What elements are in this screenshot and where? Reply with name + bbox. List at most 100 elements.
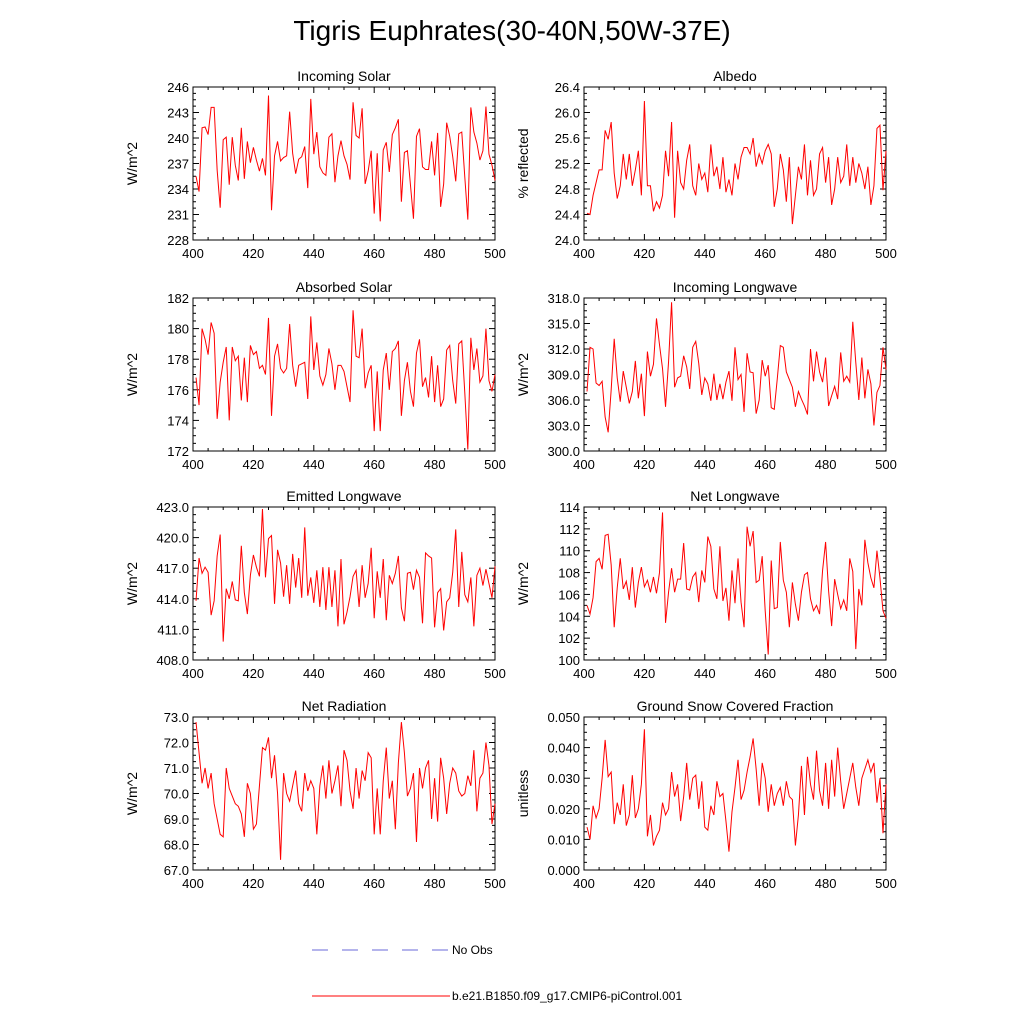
y-tick-label: 228	[167, 233, 189, 248]
y-tick-label: 71.0	[164, 761, 189, 776]
y-tick-label: 102	[558, 631, 580, 646]
x-tick-label: 440	[694, 876, 716, 891]
y-tick-label: 24.4	[555, 208, 580, 223]
y-tick-label: 104	[558, 609, 580, 624]
y-tick-label: 172	[167, 444, 189, 459]
x-tick-label: 460	[754, 666, 776, 681]
y-axis-label: W/m^2	[515, 353, 531, 396]
series-line	[586, 302, 887, 433]
panel-title: Net Longwave	[690, 488, 780, 504]
y-tick-label: 69.0	[164, 812, 189, 827]
panel-5: Net Longwave 400 420 440 460 480 500 100 102 104 1…	[515, 488, 897, 681]
x-tick-label: 420	[634, 246, 656, 261]
x-tick-label: 480	[424, 246, 446, 261]
panel-7: Ground Snow Covered Fraction 400 420 440 460…	[515, 698, 897, 891]
y-tick-label: 0.030	[547, 771, 580, 786]
x-tick-label: 500	[484, 457, 506, 472]
x-tick-label: 400	[182, 246, 204, 261]
panel-title: Absorbed Solar	[296, 279, 393, 295]
x-tick-label: 440	[694, 666, 716, 681]
series-line	[195, 95, 496, 222]
plot-frame	[192, 297, 496, 452]
y-tick-label: 306.0	[547, 393, 580, 408]
panel-title: Emitted Longwave	[286, 488, 401, 504]
y-tick-label: 408.0	[156, 653, 189, 668]
y-tick-label: 24.8	[555, 182, 580, 197]
x-tick-label: 480	[815, 246, 837, 261]
y-tick-label: 24.0	[555, 233, 580, 248]
panel-2: Absorbed Solar 400 420 440 460 480 500 172 174 17…	[124, 279, 506, 472]
panel-6: Net Radiation 400 420 440 460 480 500 67.0 68.0 6…	[124, 698, 506, 891]
x-tick-label: 500	[875, 666, 897, 681]
y-axis-label: unitless	[515, 770, 531, 817]
y-tick-label: 231	[167, 208, 189, 223]
x-tick-label: 400	[573, 246, 595, 261]
x-tick-label: 480	[424, 457, 446, 472]
y-tick-label: 182	[167, 291, 189, 306]
y-tick-label: 25.6	[555, 131, 580, 146]
y-tick-label: 70.0	[164, 787, 189, 802]
x-tick-label: 460	[754, 876, 776, 891]
x-tick-label: 500	[875, 246, 897, 261]
plot-frame	[583, 716, 887, 871]
plot-frame	[192, 716, 496, 871]
x-tick-label: 400	[182, 457, 204, 472]
y-tick-label: 176	[167, 383, 189, 398]
x-tick-label: 500	[875, 876, 897, 891]
y-tick-label: 240	[167, 131, 189, 146]
y-tick-label: 318.0	[547, 291, 580, 306]
y-tick-label: 180	[167, 322, 189, 337]
legend-no-obs-label: No Obs	[452, 943, 493, 957]
panel-title: Net Radiation	[302, 698, 387, 714]
y-tick-label: 303.0	[547, 419, 580, 434]
y-tick-label: 72.0	[164, 736, 189, 751]
x-tick-label: 440	[303, 666, 325, 681]
y-tick-label: 67.0	[164, 863, 189, 878]
series-line	[586, 512, 887, 655]
x-tick-label: 440	[303, 457, 325, 472]
y-axis-label: W/m^2	[124, 142, 140, 185]
legend-model-label: b.e21.B1850.f09_g17.CMIP6-piControl.001	[452, 989, 682, 1003]
y-tick-label: 234	[167, 182, 189, 197]
x-tick-label: 500	[484, 876, 506, 891]
y-tick-label: 25.2	[555, 157, 580, 172]
legend: No Obs b.e21.B1850.f09_g17.CMIP6-piContr…	[312, 943, 682, 1003]
y-tick-label: 414.0	[156, 592, 189, 607]
y-tick-label: 0.010	[547, 832, 580, 847]
y-tick-label: 174	[167, 413, 189, 428]
panel-title: Ground Snow Covered Fraction	[637, 698, 834, 714]
y-tick-label: 300.0	[547, 444, 580, 459]
figure-title: Tigris Euphrates(30-40N,50W-37E)	[293, 15, 730, 46]
plot-frame	[583, 297, 887, 452]
series-line	[195, 509, 496, 642]
y-tick-label: 108	[558, 566, 580, 581]
y-tick-label: 68.0	[164, 838, 189, 853]
x-tick-label: 400	[182, 876, 204, 891]
y-tick-label: 0.020	[547, 802, 580, 817]
y-axis-label: W/m^2	[124, 353, 140, 396]
x-tick-label: 420	[634, 876, 656, 891]
x-tick-label: 480	[815, 876, 837, 891]
y-axis-label: W/m^2	[515, 562, 531, 605]
plot-frame	[583, 506, 887, 661]
x-tick-label: 480	[815, 457, 837, 472]
y-axis-label: W/m^2	[124, 562, 140, 605]
y-tick-label: 26.0	[555, 106, 580, 121]
x-tick-label: 400	[573, 876, 595, 891]
x-tick-label: 440	[694, 457, 716, 472]
y-tick-label: 243	[167, 106, 189, 121]
y-tick-label: 411.0	[157, 622, 189, 637]
y-tick-label: 0.040	[547, 741, 580, 756]
x-tick-label: 460	[363, 666, 385, 681]
x-tick-label: 440	[303, 246, 325, 261]
plot-frame	[192, 86, 496, 241]
x-tick-label: 440	[694, 246, 716, 261]
panel-title: Incoming Solar	[297, 68, 391, 84]
y-axis-label: W/m^2	[124, 772, 140, 815]
series-line	[195, 310, 496, 450]
y-tick-label: 100	[558, 653, 580, 668]
y-tick-label: 114	[559, 500, 580, 515]
panels: Incoming Solar 400 420 440 460 480 500 228 231 23…	[124, 68, 897, 891]
y-tick-label: 0.050	[547, 710, 580, 725]
